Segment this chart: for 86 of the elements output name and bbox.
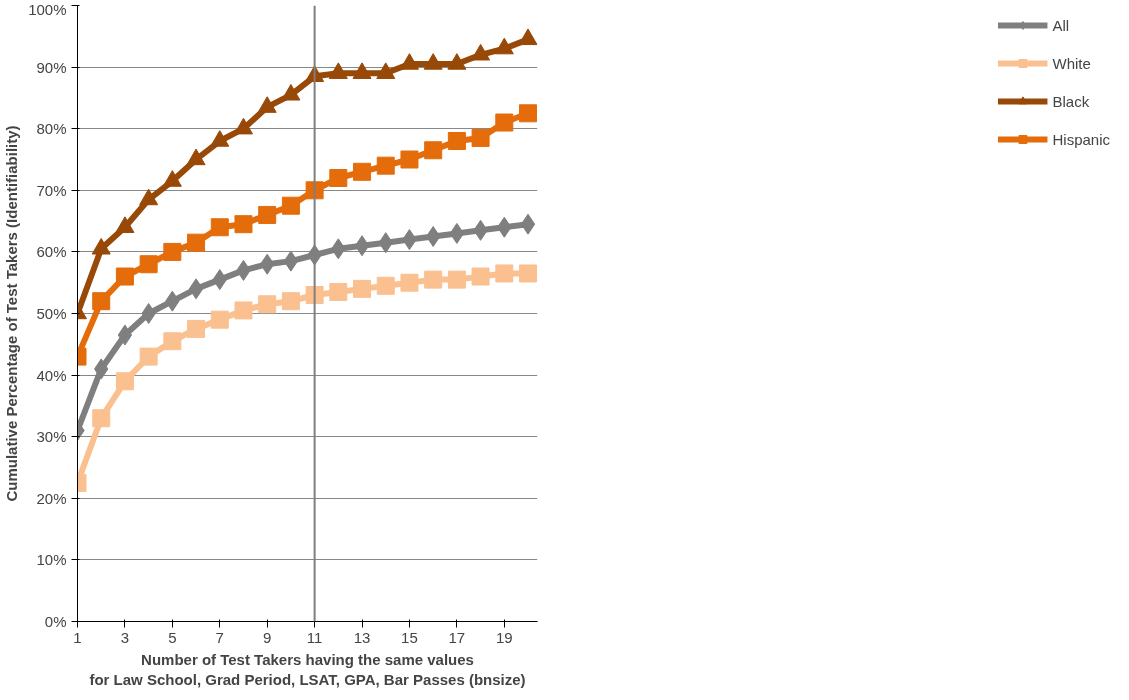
point: [518, 28, 538, 46]
point: [399, 53, 419, 70]
point: [447, 53, 467, 70]
point: [520, 213, 536, 235]
y-tick-label: 40%: [36, 366, 67, 384]
point: [519, 104, 538, 123]
y-axis-title: Cumulative Percentage of Test Takers (Identifiability): [3, 125, 21, 502]
point: [187, 233, 206, 252]
point: [424, 141, 443, 160]
y-tick-label: 70%: [36, 181, 67, 199]
point: [519, 264, 538, 283]
point: [210, 130, 230, 147]
x-tick-label: 7: [215, 628, 224, 646]
point: [353, 279, 372, 298]
x-tick-label: 3: [120, 628, 130, 646]
legend-label: Black: [1052, 92, 1090, 110]
point: [329, 282, 348, 301]
point: [141, 303, 156, 324]
point: [117, 324, 133, 346]
point: [329, 168, 348, 187]
point: [281, 83, 301, 101]
x-tick-label: 11: [306, 628, 323, 646]
x-axis-title: Number of Test Takers having the same values for Law School, Grad Period, LSAT, GPA, Bar Passes (bnsize): [89, 650, 526, 688]
point: [163, 242, 182, 261]
point: [495, 113, 514, 132]
point: [210, 218, 229, 237]
point: [115, 267, 134, 286]
point: [139, 188, 159, 206]
y-tick-label: 60%: [36, 243, 67, 261]
point: [139, 347, 158, 366]
x-tick-label: 13: [353, 628, 371, 646]
point: [424, 270, 443, 289]
y-tick-label: 80%: [36, 120, 67, 138]
point: [281, 292, 300, 311]
x-tick-label: 17: [448, 628, 466, 646]
point: [400, 273, 419, 292]
point: [186, 148, 206, 166]
y-tick-label: 90%: [36, 58, 67, 76]
point: [328, 62, 348, 79]
point: [423, 53, 443, 70]
point: [258, 205, 277, 224]
point: [426, 226, 441, 247]
legend-label: White: [1052, 54, 1091, 72]
legend-label: All: [1052, 16, 1071, 34]
point: [376, 62, 396, 79]
y-tick-label: 20%: [36, 489, 67, 507]
y-tick-label: 10%: [36, 551, 67, 569]
x-tick-label: 5: [168, 628, 177, 646]
point: [163, 332, 182, 351]
point: [449, 222, 465, 244]
point: [234, 215, 253, 234]
point: [471, 267, 490, 286]
point: [376, 276, 395, 295]
x-tick-label: 1: [73, 628, 82, 646]
x-tick-label: 15: [401, 628, 418, 646]
point: [471, 43, 491, 61]
x-tick-label: 19: [495, 628, 513, 646]
point: [257, 96, 277, 113]
point: [376, 156, 395, 175]
legend-label: Hispanic: [1052, 130, 1110, 148]
point: [281, 196, 300, 215]
point: [210, 310, 229, 329]
point: [188, 278, 204, 300]
point: [400, 150, 419, 169]
y-tick-label: 30%: [36, 428, 67, 446]
point: [187, 319, 206, 338]
point: [353, 162, 372, 181]
point: [495, 264, 514, 283]
y-tick-label: 100%: [28, 0, 67, 18]
point: [115, 372, 134, 391]
point: [447, 270, 466, 289]
point: [447, 132, 466, 151]
point: [352, 62, 372, 79]
point: [354, 235, 370, 257]
point: [258, 295, 277, 314]
point: [283, 250, 299, 272]
point: [139, 255, 158, 274]
y-tick-label: 50%: [36, 305, 67, 322]
point: [494, 37, 514, 55]
point: [471, 128, 490, 147]
point: [92, 409, 111, 428]
point: [92, 292, 111, 311]
x-tick-label: 9: [263, 628, 272, 646]
point: [162, 170, 182, 187]
point: [234, 301, 253, 320]
y-tick-label: 0%: [44, 613, 67, 630]
